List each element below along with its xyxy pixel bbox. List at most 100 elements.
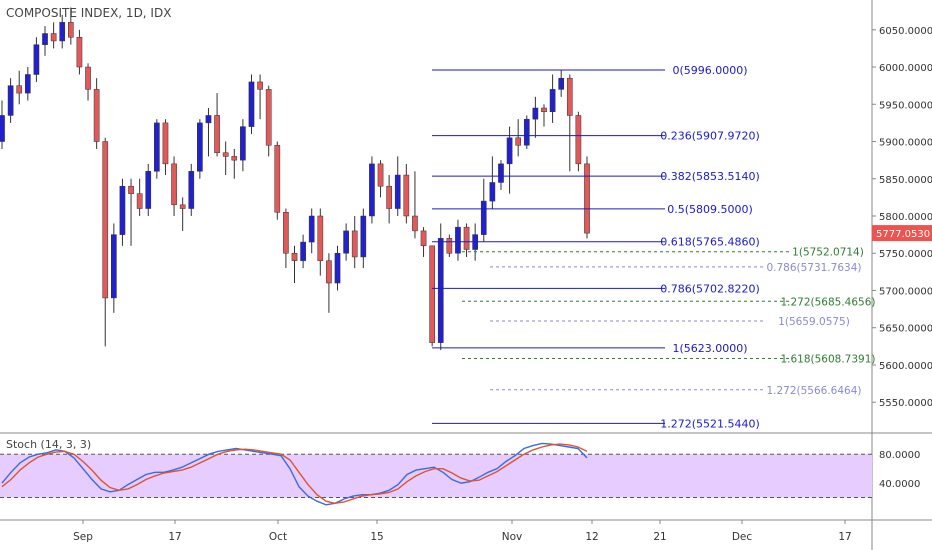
fib-level-label: 0.5(5809.5000): [667, 203, 753, 216]
candle-up: [334, 252, 341, 284]
time-tick-label: 15: [370, 531, 383, 543]
candle-up: [360, 215, 367, 258]
candle-up: [558, 77, 565, 90]
candle-up: [549, 89, 556, 112]
candle-down: [257, 81, 263, 90]
time-tick-label: Sep: [73, 531, 93, 543]
candle-up: [59, 22, 66, 42]
candle-down: [265, 89, 272, 146]
candle-down: [446, 238, 453, 254]
candle-down: [283, 212, 289, 254]
time-tick-label: Oct: [269, 531, 287, 543]
candle-up: [394, 174, 401, 209]
candle-up: [532, 107, 539, 120]
candle-up: [0, 115, 5, 142]
price-tick-label: 5850.0000: [879, 175, 932, 186]
candle-up: [248, 81, 255, 127]
candle-down: [214, 115, 220, 153]
stoch-band: [0, 454, 872, 498]
candle-down: [291, 252, 298, 261]
candle-up: [197, 122, 203, 172]
candle-down: [128, 185, 134, 194]
time-tick-label: Nov: [502, 531, 523, 543]
candle-up: [308, 215, 315, 243]
candle-up: [498, 163, 504, 183]
candle-up: [489, 182, 496, 202]
time-tick-label: 21: [653, 531, 666, 543]
price-tick-label: 5750.0000: [879, 249, 932, 260]
candle-down: [274, 144, 281, 213]
candle-down: [317, 215, 324, 261]
stoch-tick-label: 80.0000: [879, 450, 920, 461]
candle-up: [33, 44, 40, 75]
last-price-tag: [872, 225, 932, 242]
candle-down: [222, 152, 229, 157]
candle-down: [102, 141, 109, 299]
candle-down: [76, 36, 83, 68]
candle-up: [437, 238, 444, 343]
price-tick-label: 5900.0000: [879, 138, 932, 149]
price-tick-label: 5800.0000: [879, 212, 932, 223]
candle-down: [85, 66, 91, 90]
fib-level-label: 0.382(5853.5140): [660, 170, 760, 183]
candle-up: [119, 185, 126, 235]
candle-up: [42, 33, 48, 45]
candle-down: [412, 215, 418, 232]
fib-level-label: 0.236(5907.9720): [660, 130, 760, 143]
candle-down: [403, 174, 410, 217]
stoch-label: Stoch (14, 3, 3): [6, 438, 92, 451]
price-tick-label: 6000.0000: [879, 63, 932, 74]
candle-down: [575, 115, 582, 165]
fib-ext-label: 1(5752.0714): [792, 247, 864, 259]
candle-down: [566, 77, 573, 116]
fib-ext-label: 0.786(5731.7634): [766, 262, 861, 274]
last-price-label: 5777.0530: [876, 229, 930, 240]
price-tick-label: 5600.0000: [879, 361, 932, 372]
chart-title: COMPOSITE INDEX, 1D, IDX: [6, 6, 172, 20]
candle-up: [240, 126, 246, 161]
price-tick-label: 5950.0000: [879, 100, 932, 111]
time-tick-label: 17: [838, 531, 851, 543]
price-tick-label: 5700.0000: [879, 286, 932, 297]
stoch-tick-label: 40.0000: [879, 479, 920, 490]
fib-level-label: 1(5623.0000): [672, 342, 747, 355]
fib-ext-label: 1.618(5608.7391): [780, 353, 875, 365]
candle-down: [67, 22, 74, 38]
candle-up: [24, 74, 31, 94]
fib-ext-label: 1.272(5685.4656): [780, 296, 875, 308]
candle-down: [179, 204, 186, 209]
candle-up: [300, 241, 306, 261]
candle-down: [351, 230, 358, 258]
candle-up: [7, 85, 14, 116]
fib-level-label: 0(5996.0000): [672, 64, 747, 77]
candle-up: [506, 137, 513, 165]
candle-down: [429, 245, 435, 343]
candle-up: [145, 171, 152, 209]
candle-down: [584, 163, 590, 234]
candle-up: [154, 122, 160, 172]
stoch-k-line: [1, 442, 588, 506]
candle-down: [231, 156, 238, 161]
candle-down: [377, 163, 384, 187]
candle-up: [205, 115, 212, 124]
time-tick-label: Dec: [732, 531, 753, 543]
fib-level-label: 0.618(5765.4860): [660, 236, 760, 249]
candle-down: [326, 260, 332, 284]
candle-down: [136, 193, 143, 209]
candle-up: [523, 118, 530, 146]
fib-level-label: 1.272(5521.5440): [660, 417, 760, 430]
candle-down: [93, 89, 100, 142]
time-tick-label: 17: [168, 531, 181, 543]
candle-up: [369, 163, 375, 217]
fib-level-label: 0.786(5702.8220): [660, 282, 760, 295]
candle-down: [162, 122, 169, 165]
candle-up: [455, 226, 461, 254]
time-tick-label: 12: [585, 531, 598, 543]
candle-up: [343, 230, 349, 254]
fib-ext-label: 1(5659.0575): [778, 316, 850, 328]
stoch-d-line: [1, 443, 588, 505]
candle-down: [541, 107, 547, 112]
price-tick-label: 5650.0000: [879, 324, 932, 335]
candle-down: [50, 33, 57, 42]
